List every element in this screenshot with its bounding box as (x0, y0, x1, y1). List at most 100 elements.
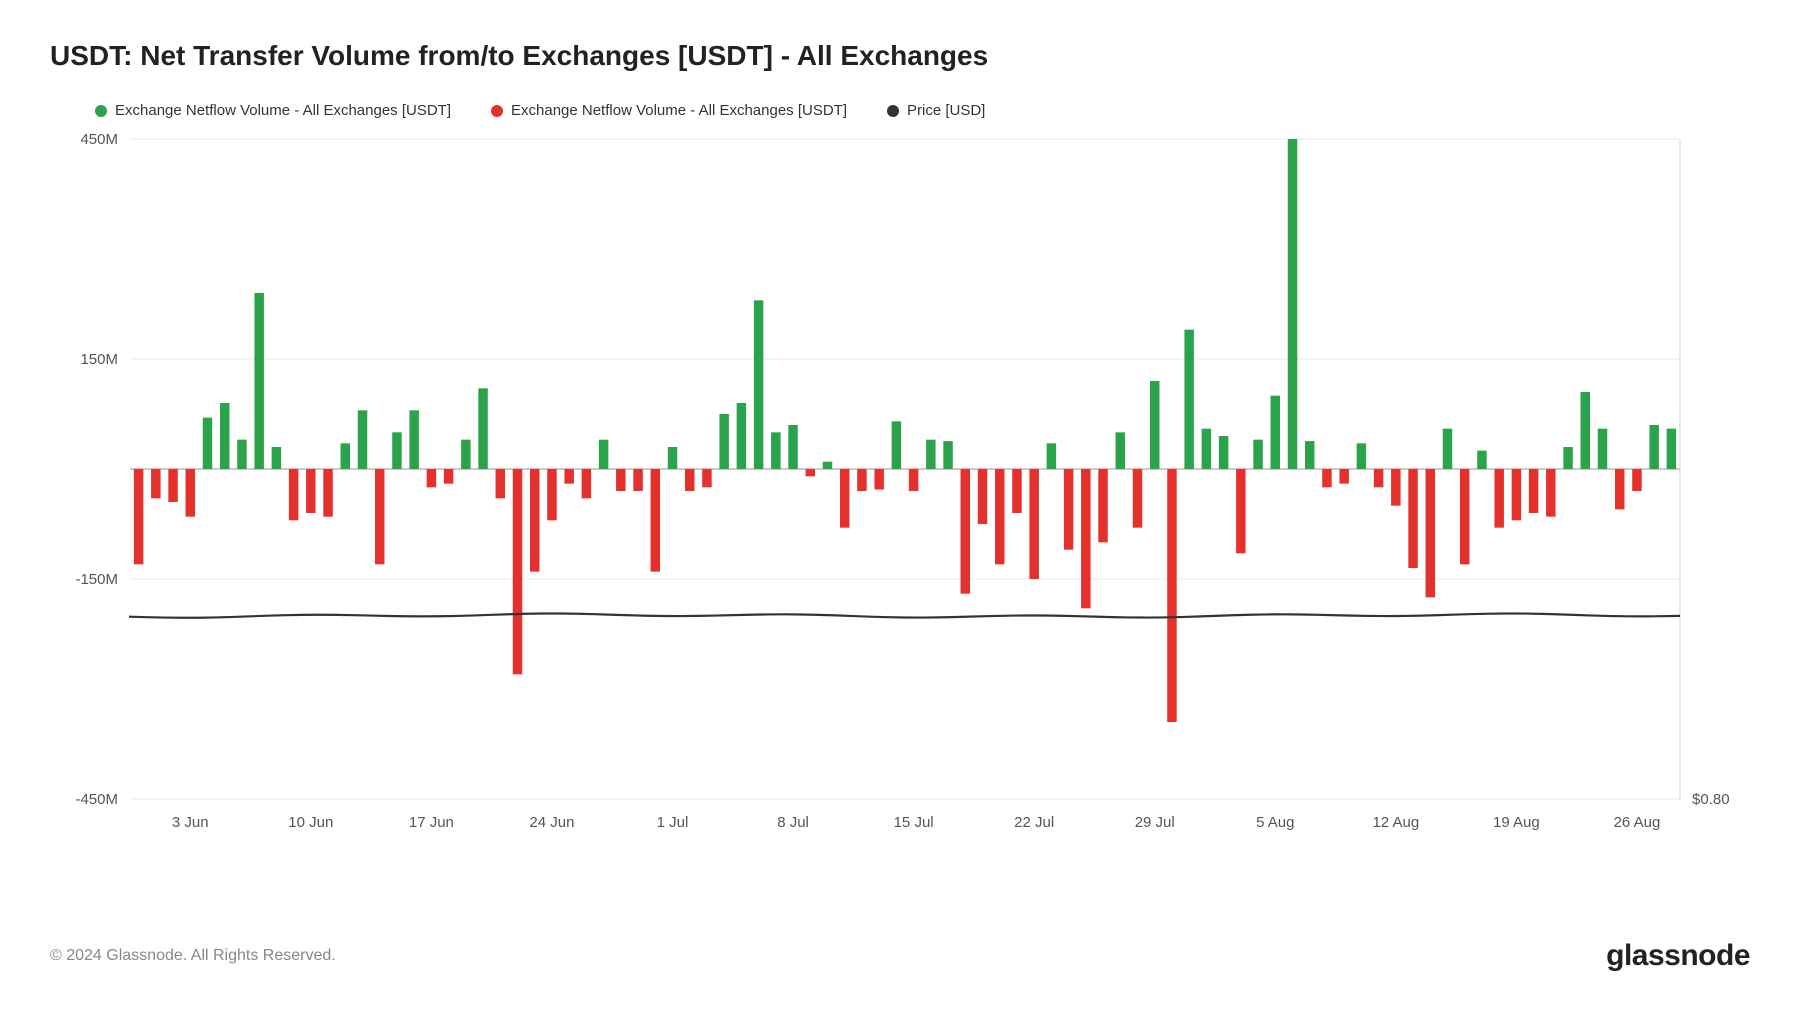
bar (186, 469, 195, 517)
svg-text:24 Jun: 24 Jun (529, 814, 574, 831)
bar (513, 469, 522, 674)
bar (1581, 392, 1590, 469)
bar (806, 469, 815, 476)
bar (1426, 469, 1435, 597)
bar (1305, 441, 1314, 469)
copyright-text: © 2024 Glassnode. All Rights Reserved. (50, 947, 336, 965)
svg-text:12 Aug: 12 Aug (1372, 814, 1419, 831)
bar (358, 410, 367, 469)
legend-label: Exchange Netflow Volume - All Exchanges … (115, 102, 451, 119)
bar (754, 300, 763, 469)
bar (1512, 469, 1521, 520)
bar (375, 469, 384, 564)
bar (1184, 330, 1193, 469)
bar (1667, 429, 1676, 469)
bar (1339, 469, 1348, 484)
bar (1047, 443, 1056, 469)
bar (1357, 443, 1366, 469)
bar (599, 440, 608, 469)
bar (323, 469, 332, 517)
svg-text:8 Jul: 8 Jul (777, 814, 809, 831)
bar (1202, 429, 1211, 469)
bar (1236, 469, 1245, 553)
svg-text:10 Jun: 10 Jun (288, 814, 333, 831)
bar (530, 469, 539, 572)
bar (616, 469, 625, 491)
svg-text:19 Aug: 19 Aug (1493, 814, 1540, 831)
bar (995, 469, 1004, 564)
bar (1064, 469, 1073, 550)
bar (685, 469, 694, 491)
svg-text:450M: 450M (80, 131, 118, 148)
bar (1460, 469, 1469, 564)
bar (892, 421, 901, 469)
svg-text:22 Jul: 22 Jul (1014, 814, 1054, 831)
bar (1494, 469, 1503, 528)
bar (1632, 469, 1641, 491)
svg-text:15 Jul: 15 Jul (894, 814, 934, 831)
bar (702, 469, 711, 487)
svg-text:1 Jul: 1 Jul (657, 814, 689, 831)
bar (203, 418, 212, 469)
bar (1563, 447, 1572, 469)
bar (1029, 469, 1038, 579)
bar (823, 462, 832, 469)
bar (1253, 440, 1262, 469)
svg-text:26 Aug: 26 Aug (1614, 814, 1661, 831)
bar (1081, 469, 1090, 608)
bar (1271, 396, 1280, 469)
bar (272, 447, 281, 469)
bar (1322, 469, 1331, 487)
circle-icon (95, 105, 107, 117)
legend-item-negative: Exchange Netflow Volume - All Exchanges … (491, 102, 847, 119)
svg-text:150M: 150M (80, 351, 118, 368)
chart-svg: 450M150M-150M-450M3 Jun10 Jun17 Jun24 Ju… (50, 129, 1750, 849)
legend-label: Price [USD] (907, 102, 985, 119)
circle-icon (887, 105, 899, 117)
legend-label: Exchange Netflow Volume - All Exchanges … (511, 102, 847, 119)
bar (1167, 469, 1176, 722)
bar (737, 403, 746, 469)
svg-text:$0.80: $0.80 (1692, 791, 1730, 808)
footer: © 2024 Glassnode. All Rights Reserved. g… (50, 939, 1750, 973)
svg-text:17 Jun: 17 Jun (409, 814, 454, 831)
legend-item-positive: Exchange Netflow Volume - All Exchanges … (95, 102, 451, 119)
bar (220, 403, 229, 469)
svg-text:29 Jul: 29 Jul (1135, 814, 1175, 831)
bar (134, 469, 143, 564)
bar (788, 425, 797, 469)
svg-text:5 Aug: 5 Aug (1256, 814, 1294, 831)
bar (547, 469, 556, 520)
bar (1649, 425, 1658, 469)
legend: Exchange Netflow Volume - All Exchanges … (50, 102, 1750, 119)
bar (771, 432, 780, 469)
bar (306, 469, 315, 513)
chart-title: USDT: Net Transfer Volume from/to Exchan… (50, 40, 1750, 72)
bar (978, 469, 987, 524)
bar (909, 469, 918, 491)
svg-text:3 Jun: 3 Jun (172, 814, 209, 831)
bar (943, 441, 952, 469)
bar (874, 469, 883, 490)
bar (1598, 429, 1607, 469)
bar (254, 293, 263, 469)
legend-item-price: Price [USD] (887, 102, 985, 119)
bar (719, 414, 728, 469)
bar (840, 469, 849, 528)
circle-icon (491, 105, 503, 117)
price-line (130, 613, 1680, 617)
bar (478, 388, 487, 469)
bar (1529, 469, 1538, 513)
bar (1288, 139, 1297, 469)
bar (668, 447, 677, 469)
bar (1391, 469, 1400, 506)
bar (1615, 469, 1624, 509)
bar (168, 469, 177, 502)
bar (1546, 469, 1555, 517)
chart-area: 450M150M-150M-450M3 Jun10 Jun17 Jun24 Ju… (50, 129, 1750, 849)
bar (961, 469, 970, 594)
bar (237, 440, 246, 469)
bar (1443, 429, 1452, 469)
bar (461, 440, 470, 469)
bar (1477, 451, 1486, 469)
